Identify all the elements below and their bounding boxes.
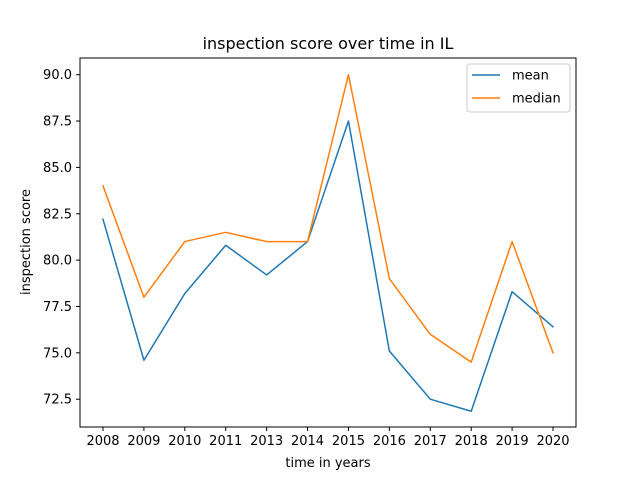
x-tick-label: 2015 — [332, 434, 365, 449]
x-tick-label: 2010 — [168, 434, 201, 449]
legend-label-median: median — [512, 92, 561, 107]
x-tick-label: 2017 — [414, 434, 447, 449]
x-tick-label: 2019 — [496, 434, 529, 449]
x-tick-label: 2018 — [455, 434, 488, 449]
x-tick-label: 2011 — [209, 434, 242, 449]
plot-area — [102, 73, 555, 412]
y-tick-label: 80.0 — [43, 254, 72, 269]
y-tick-label: 72.5 — [43, 393, 72, 408]
x-axis-title: time in years — [285, 456, 370, 471]
legend-box — [466, 63, 571, 113]
x-tick-label: 2014 — [291, 434, 324, 449]
y-axis-title: inspection score — [19, 189, 34, 295]
y-tick-label: 82.5 — [43, 207, 72, 222]
plot-frame — [79, 57, 577, 428]
y-tick-label: 75.0 — [43, 346, 72, 361]
y-axis: 72.5 75.0 77.5 80.0 82.5 85.0 87.5 90.0 — [43, 68, 80, 408]
series-line-median — [102, 73, 554, 363]
x-tick-label: 2008 — [86, 434, 119, 449]
chart-title: inspection score over time in IL — [203, 34, 454, 53]
series-line-mean — [102, 120, 555, 412]
x-tick-label: 2013 — [250, 434, 283, 449]
y-tick-label: 77.5 — [43, 300, 72, 315]
y-tick-label: 85.0 — [43, 161, 72, 176]
legend: mean median — [466, 63, 571, 113]
y-tick-label: 87.5 — [43, 115, 72, 130]
y-tick-label: 90.0 — [43, 68, 72, 83]
legend-label-mean: mean — [512, 69, 549, 84]
x-tick-label: 2020 — [536, 434, 569, 449]
x-tick-label: 2016 — [373, 434, 406, 449]
x-tick-label: 2009 — [127, 434, 160, 449]
x-axis: 2008 2009 2010 2011 2013 2014 2015 2016 2017 2018… — [86, 427, 570, 449]
